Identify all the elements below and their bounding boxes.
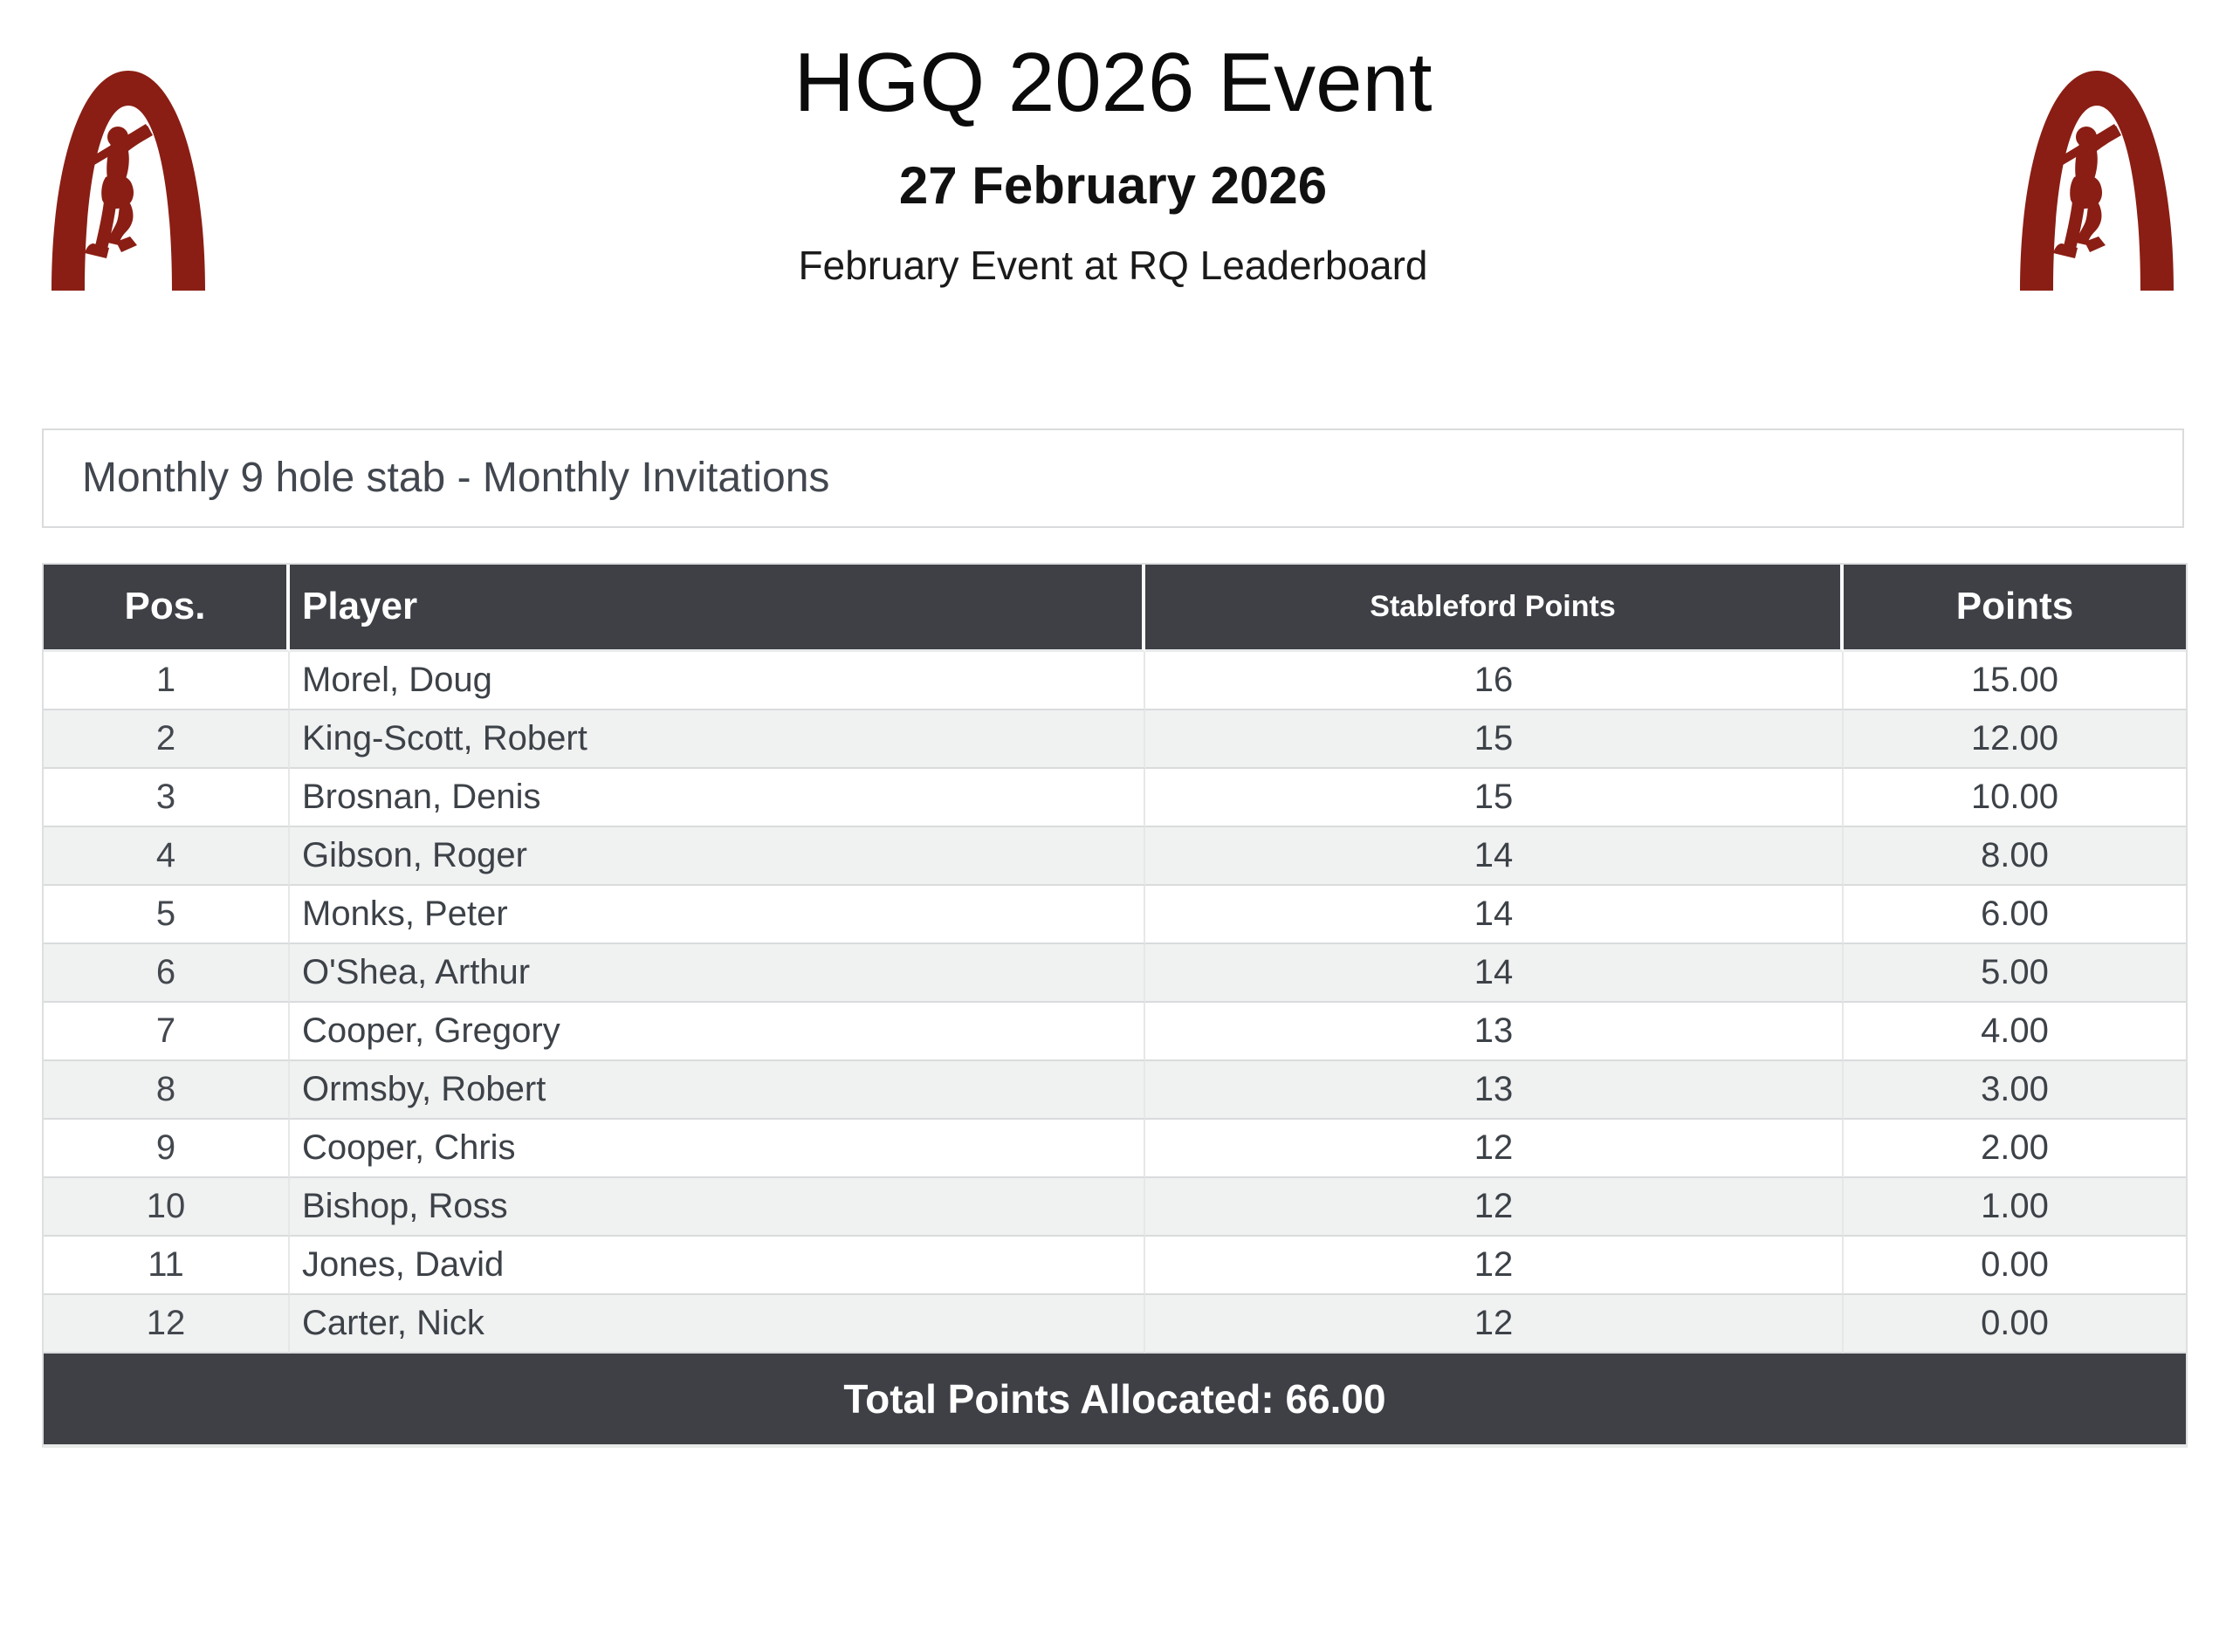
table-row: 11 Jones, David 12 0.00 bbox=[44, 1236, 2186, 1295]
total-points-label: Total Points Allocated: bbox=[843, 1375, 1274, 1422]
table-row: 8 Ormsby, Robert 13 3.00 bbox=[44, 1060, 2186, 1120]
pos-cell: 7 bbox=[44, 1002, 290, 1061]
points-cell: 5.00 bbox=[1844, 943, 2186, 1003]
table-row: 7 Cooper, Gregory 13 4.00 bbox=[44, 1002, 2186, 1061]
points-cell: 1.00 bbox=[1844, 1177, 2186, 1237]
points-cell: 2.00 bbox=[1844, 1119, 2186, 1178]
table-row: 1 Morel, Doug 16 15.00 bbox=[44, 651, 2186, 710]
col-header-pos: Pos. bbox=[44, 564, 290, 652]
stableford-cell: 16 bbox=[1145, 651, 1844, 710]
player-cell: Gibson, Roger bbox=[290, 826, 1145, 886]
points-cell: 4.00 bbox=[1844, 1002, 2186, 1061]
table-row: 4 Gibson, Roger 14 8.00 bbox=[44, 826, 2186, 886]
stableford-cell: 12 bbox=[1145, 1294, 1844, 1354]
stableford-cell: 13 bbox=[1145, 1002, 1844, 1061]
table-row: 12 Carter, Nick 12 0.00 bbox=[44, 1294, 2186, 1354]
stableford-cell: 12 bbox=[1145, 1177, 1844, 1237]
player-cell: Monks, Peter bbox=[290, 885, 1145, 944]
stableford-cell: 15 bbox=[1145, 709, 1844, 769]
pos-cell: 10 bbox=[44, 1177, 290, 1237]
pos-cell: 4 bbox=[44, 826, 290, 886]
leaderboard-table: Pos. Player Stableford Points Points 1 M… bbox=[42, 562, 2188, 1448]
table-row: 2 King-Scott, Robert 15 12.00 bbox=[44, 709, 2186, 769]
points-cell: 12.00 bbox=[1844, 709, 2186, 769]
page-title: HGQ 2026 Event bbox=[794, 36, 1432, 129]
pos-cell: 3 bbox=[44, 768, 290, 827]
player-cell: Morel, Doug bbox=[290, 651, 1145, 710]
table-row: 9 Cooper, Chris 12 2.00 bbox=[44, 1119, 2186, 1178]
stableford-cell: 12 bbox=[1145, 1119, 1844, 1178]
pos-cell: 9 bbox=[44, 1119, 290, 1178]
stableford-cell: 13 bbox=[1145, 1060, 1844, 1120]
player-cell: Brosnan, Denis bbox=[290, 768, 1145, 827]
competition-title-bar: Monthly 9 hole stab - Monthly Invitation… bbox=[42, 428, 2184, 528]
player-cell: Ormsby, Robert bbox=[290, 1060, 1145, 1120]
player-cell: Cooper, Chris bbox=[290, 1119, 1145, 1178]
total-points-value: 66.00 bbox=[1285, 1375, 1386, 1422]
golfer-arch-logo-icon bbox=[39, 63, 218, 291]
table-footer-row: Total Points Allocated: 66.00 bbox=[44, 1353, 2186, 1444]
points-cell: 0.00 bbox=[1844, 1236, 2186, 1295]
player-cell: Bishop, Ross bbox=[290, 1177, 1145, 1237]
pos-cell: 6 bbox=[44, 943, 290, 1003]
table-row: 10 Bishop, Ross 12 1.00 bbox=[44, 1177, 2186, 1237]
event-date: 27 February 2026 bbox=[898, 155, 1328, 215]
event-subtitle: February Event at RQ Leaderboard bbox=[798, 242, 1428, 288]
table-row: 6 O'Shea, Arthur 14 5.00 bbox=[44, 943, 2186, 1003]
col-header-player: Player bbox=[290, 564, 1145, 652]
table-header-row: Pos. Player Stableford Points Points bbox=[44, 564, 2186, 652]
player-cell: O'Shea, Arthur bbox=[290, 943, 1145, 1003]
points-cell: 8.00 bbox=[1844, 826, 2186, 886]
points-cell: 15.00 bbox=[1844, 651, 2186, 710]
pos-cell: 2 bbox=[44, 709, 290, 769]
pos-cell: 8 bbox=[44, 1060, 290, 1120]
player-cell: Cooper, Gregory bbox=[290, 1002, 1145, 1061]
stableford-cell: 14 bbox=[1145, 943, 1844, 1003]
page-header: HGQ 2026 Event 27 February 2026 February… bbox=[0, 0, 2226, 289]
stableford-cell: 12 bbox=[1145, 1236, 1844, 1295]
pos-cell: 5 bbox=[44, 885, 290, 944]
table-row: 3 Brosnan, Denis 15 10.00 bbox=[44, 768, 2186, 827]
stableford-cell: 14 bbox=[1145, 826, 1844, 886]
pos-cell: 1 bbox=[44, 651, 290, 710]
player-cell: King-Scott, Robert bbox=[290, 709, 1145, 769]
stableford-cell: 14 bbox=[1145, 885, 1844, 944]
player-cell: Jones, David bbox=[290, 1236, 1145, 1295]
points-cell: 6.00 bbox=[1844, 885, 2186, 944]
stableford-cell: 15 bbox=[1145, 768, 1844, 827]
col-header-stableford: Stableford Points bbox=[1145, 564, 1844, 652]
player-cell: Carter, Nick bbox=[290, 1294, 1145, 1354]
total-points-bar: Total Points Allocated: 66.00 bbox=[44, 1353, 2186, 1444]
pos-cell: 11 bbox=[44, 1236, 290, 1295]
col-header-points: Points bbox=[1844, 564, 2186, 652]
competition-title: Monthly 9 hole stab - Monthly Invitation… bbox=[82, 455, 830, 502]
points-cell: 0.00 bbox=[1844, 1294, 2186, 1354]
pos-cell: 12 bbox=[44, 1294, 290, 1354]
points-cell: 3.00 bbox=[1844, 1060, 2186, 1120]
golfer-arch-logo-icon bbox=[2008, 63, 2187, 291]
table-row: 5 Monks, Peter 14 6.00 bbox=[44, 885, 2186, 944]
points-cell: 10.00 bbox=[1844, 768, 2186, 827]
